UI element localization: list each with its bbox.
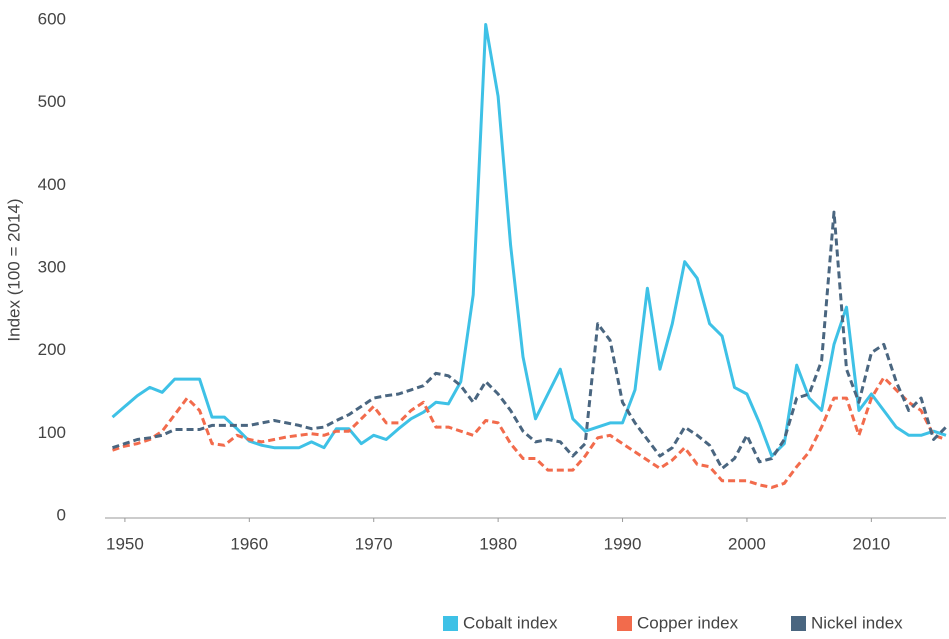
series-line [112,210,948,470]
x-tick-label: 2010 [852,534,890,553]
x-tick-label: 1960 [230,534,268,553]
legend-label: Copper index [637,613,739,632]
legend-label: Cobalt index [463,613,558,632]
y-tick-label: 600 [38,9,66,28]
series-line [111,23,947,458]
x-tick-label: 1950 [106,534,144,553]
legend-label: Nickel index [811,613,903,632]
x-tick-label: 1990 [604,534,642,553]
y-tick-label: 400 [38,175,66,194]
y-tick-label: 500 [38,92,66,111]
x-tick-label: 1980 [479,534,517,553]
series-line [112,376,947,489]
y-tick-label: 200 [38,340,66,359]
x-tick-label: 2000 [728,534,766,553]
y-tick-label: 0 [57,505,66,524]
y-axis-label: Index (100 = 2014) [4,198,23,341]
legend-swatch [443,616,458,631]
legend-swatch [791,616,806,631]
x-tick-label: 1970 [355,534,393,553]
y-tick-label: 100 [38,423,66,442]
y-tick-label: 300 [38,257,66,276]
legend-swatch [617,616,632,631]
